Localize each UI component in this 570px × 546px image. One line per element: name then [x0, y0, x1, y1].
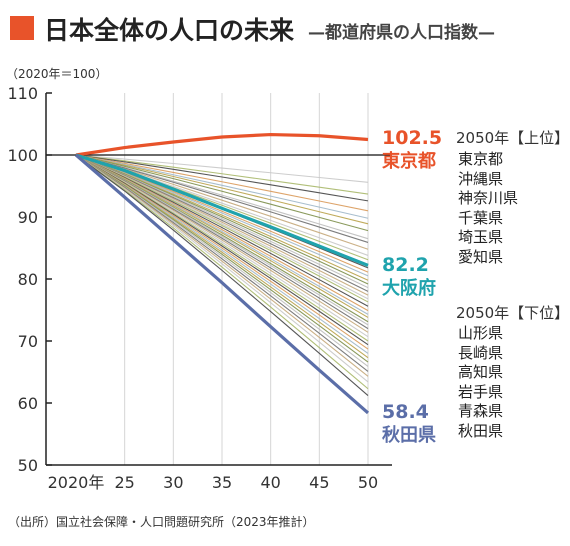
prefecture-line [75, 154, 369, 219]
prefecture-line [75, 154, 369, 202]
x-tick-label: 35 [212, 473, 232, 492]
source-note: （出所）国立社会保障・人口問題研究所（2023年推計） [8, 515, 315, 529]
ranking-item: 神奈川県 [458, 189, 519, 208]
y-tick-label: 100 [7, 146, 38, 165]
highlight-lines [74, 132, 370, 415]
chart-subtitle: —都道府県の人口指数— [308, 23, 495, 43]
series-name-label: 東京都 [382, 150, 436, 172]
ranking-item: 岩手県 [458, 382, 504, 401]
x-tick-label: 25 [114, 473, 134, 492]
y-tick-label: 90 [18, 208, 38, 227]
prefecture-line [75, 154, 369, 225]
ranking-item: 青森県 [458, 402, 504, 421]
prefecture-line [75, 154, 369, 338]
prefecture-line [75, 154, 369, 346]
prefecture-line [75, 154, 369, 350]
y-tick-label: 50 [18, 456, 38, 475]
x-tick-label: 2020年 [48, 473, 105, 492]
ranking-item: 千葉県 [458, 208, 504, 227]
series-line-3 [74, 153, 370, 415]
y-tick-label: 80 [18, 270, 38, 289]
prefecture-line [75, 154, 369, 303]
prefecture-line [75, 154, 369, 243]
axes: 50 60 70 80 90 100 110 2020年 25 30 35 40 45 50 [7, 84, 392, 492]
prefecture-line [75, 154, 369, 396]
prefecture-line [75, 154, 369, 372]
prefecture-line [75, 154, 369, 390]
series-name-label: 大阪府 [382, 277, 436, 299]
y-tick-label: 60 [18, 394, 38, 413]
ranking-item: 山形県 [458, 324, 504, 342]
prefecture-line [75, 154, 369, 354]
prefecture-line [75, 154, 369, 232]
top-ranking-heading: 2050年【上位】 [456, 129, 570, 147]
ranking-item: 秋田県 [458, 421, 504, 440]
prefecture-line [75, 154, 369, 318]
end-value-label: 58.4 [382, 401, 429, 423]
prefecture-line [75, 154, 369, 195]
ranking-item: 埼玉県 [458, 228, 504, 247]
prefecture-line [75, 154, 369, 333]
end-value-label: 82.2 [382, 254, 429, 276]
prefecture-line [75, 154, 369, 383]
ranking-item: 長崎県 [458, 343, 504, 362]
ranking-item: 沖縄県 [458, 169, 504, 188]
top-ranking-list: 東京都 沖縄県 神奈川県 千葉県 埼玉県 愛知県 [458, 150, 518, 268]
prefecture-line [75, 154, 369, 307]
series-name-label: 秋田県 [382, 424, 436, 446]
unit-note: （2020年＝100） [6, 67, 107, 81]
end-value-label: 102.5 [382, 127, 442, 149]
ranking-item: 愛知県 [458, 247, 504, 266]
prefecture-line [75, 154, 369, 367]
prefecture-line [75, 154, 369, 212]
ranking-item: 高知県 [458, 363, 504, 382]
series-line-1 [75, 132, 369, 157]
x-tick-label: 40 [260, 473, 280, 492]
bottom-ranking-heading: 2050年【下位】 [456, 304, 570, 322]
bottom-ranking-list: 山形県 長崎県 高知県 岩手県 青森県 秋田県 [458, 324, 503, 442]
prefecture-line [75, 154, 369, 183]
y-tick-label: 110 [7, 84, 38, 103]
prefecture-line [75, 154, 369, 277]
y-tick-label: 70 [18, 332, 38, 351]
title-bar: 日本全体の人口の未来 —都道府県の人口指数— [10, 8, 570, 48]
chart-title: 日本全体の人口の未来 [44, 16, 295, 45]
x-tick-label: 50 [358, 473, 378, 492]
ranking-item: 東京都 [458, 150, 504, 168]
grid [124, 93, 369, 465]
prefecture-line [75, 154, 369, 377]
title-accent-square [10, 16, 34, 40]
series-line-2 [75, 153, 369, 267]
x-tick-label: 30 [163, 473, 183, 492]
x-tick-label: 45 [309, 473, 329, 492]
